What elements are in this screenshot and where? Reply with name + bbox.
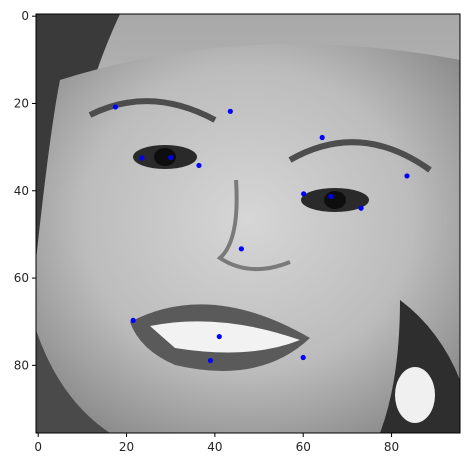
landmark-point xyxy=(196,162,202,169)
x-tick-label: 80 xyxy=(384,440,399,454)
y-tick-label: 40 xyxy=(14,184,29,198)
plot-frame xyxy=(35,13,461,434)
x-tick-label: 20 xyxy=(119,440,134,454)
landmark-point xyxy=(238,246,244,252)
face-photo xyxy=(36,14,460,433)
x-tick-label: 0 xyxy=(34,440,42,454)
landmark-point xyxy=(301,191,307,197)
landmark-point xyxy=(319,134,325,141)
landmark-points xyxy=(112,104,410,364)
y-tick-label: 80 xyxy=(14,358,29,372)
x-tick-label: 40 xyxy=(207,440,222,454)
landmark-point xyxy=(207,357,214,364)
landmark-point xyxy=(328,193,334,200)
landmark-point xyxy=(168,154,174,161)
landmark-point xyxy=(139,155,145,161)
landmark-point xyxy=(300,354,306,361)
landmark-point xyxy=(130,317,136,323)
x-tick-label: 60 xyxy=(296,440,311,454)
y-tick-label: 20 xyxy=(14,96,29,110)
landmark-point xyxy=(227,108,233,114)
landmark-point xyxy=(112,104,119,110)
landmark-point xyxy=(216,333,222,340)
landmark-point xyxy=(404,173,410,179)
y-tick-label: 0 xyxy=(21,9,29,23)
y-tick-label: 60 xyxy=(14,271,29,285)
x-axis: 0 20 40 60 80 xyxy=(34,433,399,454)
landmark-point xyxy=(358,205,364,211)
y-axis: 0 20 40 60 80 xyxy=(14,9,36,372)
